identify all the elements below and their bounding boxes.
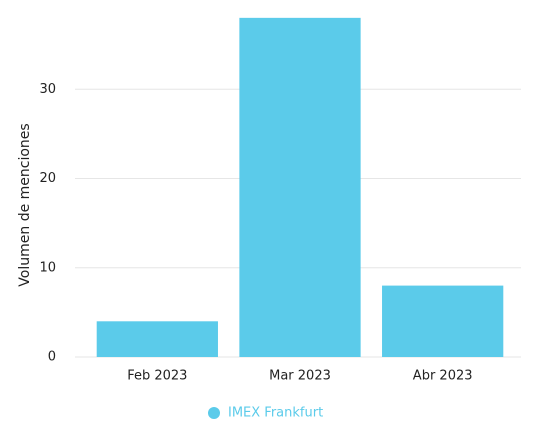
legend-marker <box>208 407 220 419</box>
x-tick-label: Abr 2023 <box>413 369 473 384</box>
x-tick-label: Feb 2023 <box>127 369 187 384</box>
y-tick-label: 10 <box>39 260 56 275</box>
legend-label: IMEX Frankfurt <box>228 406 323 421</box>
bar <box>96 321 218 357</box>
y-tick-label: 20 <box>39 171 56 186</box>
y-tick-label: 0 <box>48 350 56 365</box>
x-tick-label: Mar 2023 <box>269 369 331 384</box>
bar <box>382 285 504 357</box>
bar <box>239 17 361 357</box>
y-tick-label: 30 <box>39 82 56 97</box>
y-axis-label: Volumen de menciones <box>17 123 33 286</box>
